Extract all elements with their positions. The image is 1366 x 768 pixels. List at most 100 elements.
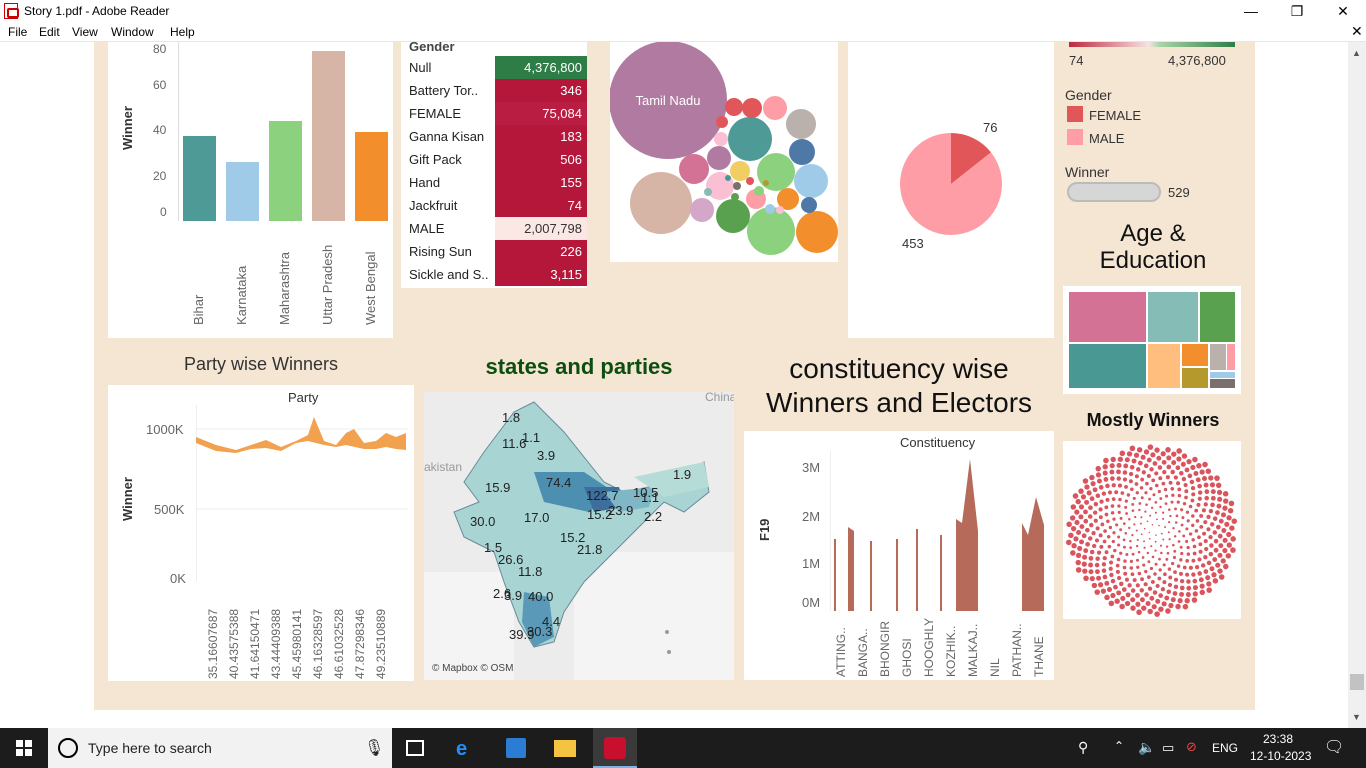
- winner-dot: [1117, 543, 1121, 547]
- document-viewport[interactable]: Winner 80 60 40 20 0 Bihar Karnataka Mahar…: [0, 42, 1348, 728]
- gender-table-row[interactable]: MALE 2,007,798: [401, 217, 587, 240]
- close-document-icon[interactable]: ✕: [1351, 23, 1363, 39]
- winner-dot: [1162, 538, 1165, 541]
- adobe-reader-taskbar-button[interactable]: [593, 728, 637, 768]
- battery-icon[interactable]: ▭: [1162, 740, 1175, 755]
- gender-table-row[interactable]: Sickle and S.. 3,115: [401, 263, 587, 286]
- winner-dot: [1085, 527, 1090, 533]
- winner-dot: [1184, 598, 1190, 604]
- menu-window[interactable]: Window: [111, 25, 154, 39]
- store-icon[interactable]: [506, 738, 526, 758]
- winner-dot: [1199, 469, 1205, 475]
- winner-dot: [1103, 477, 1109, 482]
- vertical-scrollbar[interactable]: ▲ ▼: [1348, 42, 1366, 728]
- winner-dot: [1144, 592, 1149, 597]
- gender-table-row[interactable]: Gift Pack 506: [401, 148, 587, 171]
- winner-dot: [1171, 451, 1177, 457]
- gender-legend-male[interactable]: MALE: [1089, 131, 1125, 146]
- network-icon[interactable]: ⊘: [1186, 739, 1197, 754]
- people-icon[interactable]: ⚲: [1078, 739, 1089, 755]
- windows-start-icon[interactable]: [16, 740, 32, 756]
- party-xtick: 49.23510889: [374, 608, 388, 679]
- file-explorer-icon[interactable]: [554, 740, 576, 757]
- notification-icon[interactable]: 🗨: [1324, 739, 1345, 756]
- winner-dot: [1130, 572, 1135, 577]
- winner-dot: [1083, 518, 1089, 524]
- gender-table-row[interactable]: FEMALE 75,084: [401, 102, 587, 125]
- winner-dot: [1173, 570, 1177, 574]
- close-window-button[interactable]: ✕: [1337, 3, 1349, 19]
- scroll-thumb[interactable]: [1350, 674, 1364, 690]
- state-bar[interactable]: [183, 136, 216, 221]
- winner-dot: [1173, 549, 1177, 553]
- winner-dot: [1198, 577, 1204, 583]
- gender-table-row[interactable]: Battery Tor.. 346: [401, 79, 587, 102]
- winner-dot: [1154, 540, 1157, 543]
- winner-dot: [1137, 571, 1142, 576]
- winner-dot: [1177, 598, 1183, 604]
- state-bar[interactable]: [312, 51, 345, 221]
- winner-dot: [1191, 523, 1195, 528]
- winner-dot: [1138, 508, 1141, 512]
- india-map[interactable]: China akistan 1.8 11.6 1.1 3.9 15.9 74.4 122.7…: [424, 392, 734, 680]
- menu-help[interactable]: Help: [170, 25, 195, 39]
- winner-dot: [1136, 558, 1139, 562]
- minimize-button[interactable]: —: [1244, 3, 1258, 19]
- winner-dot: [1151, 604, 1157, 610]
- pie-slice[interactable]: [951, 133, 992, 184]
- winner-dot: [1220, 512, 1227, 518]
- constituency-xlabels: ATTING.. BANGA.. BHONGIR GHOSI HOOGHLY KOZHIK…: [834, 617, 1054, 679]
- winner-dot: [1098, 582, 1104, 588]
- restore-button[interactable]: ❐: [1290, 3, 1304, 19]
- microphone-icon[interactable]: 🎙: [364, 740, 385, 757]
- edge-browser-icon[interactable]: e: [456, 738, 468, 760]
- scroll-down-icon[interactable]: ▼: [1352, 712, 1361, 722]
- winner-dot: [1215, 510, 1220, 515]
- menu-file[interactable]: File: [8, 25, 28, 39]
- winner-dot: [1231, 518, 1238, 524]
- state-bar[interactable]: [355, 131, 388, 221]
- tray-expand-icon[interactable]: ⌃: [1114, 739, 1125, 753]
- winner-dot: [1093, 510, 1098, 515]
- scroll-up-icon[interactable]: ▲: [1352, 48, 1361, 58]
- winner-dot: [1122, 565, 1127, 570]
- winner-dot: [1215, 524, 1221, 530]
- state-bar[interactable]: [269, 121, 302, 221]
- winner-dot: [1154, 562, 1158, 566]
- map-value-label: 17.0: [524, 510, 550, 525]
- gender-table-row[interactable]: Jackfruit 74: [401, 194, 587, 217]
- winner-dot: [1164, 595, 1170, 601]
- gender-table-row[interactable]: Ganna Kisan 183: [401, 125, 587, 148]
- winner-dot: [1213, 538, 1219, 544]
- menu-edit[interactable]: Edit: [39, 25, 60, 39]
- bubble: [757, 153, 795, 191]
- task-view-icon[interactable]: [406, 740, 424, 756]
- winner-dot: [1199, 524, 1204, 529]
- winner-dot: [1229, 525, 1235, 531]
- winner-dot: [1147, 586, 1153, 591]
- gender-table-row[interactable]: Rising Sun 226: [401, 240, 587, 263]
- winner-dot: [1162, 517, 1165, 520]
- winner-dot: [1130, 487, 1134, 492]
- map-value-label: 10.5: [633, 485, 659, 500]
- winner-dot: [1158, 568, 1162, 572]
- speaker-icon[interactable]: 🔈: [1138, 739, 1156, 755]
- bubble: [728, 117, 772, 161]
- clock-time[interactable]: 23:38: [1263, 732, 1294, 746]
- language-indicator[interactable]: ENG: [1212, 741, 1239, 755]
- menu-view[interactable]: View: [72, 25, 98, 39]
- gender-legend-female[interactable]: FEMALE: [1089, 108, 1142, 123]
- pie-slice[interactable]: [900, 133, 1002, 235]
- winner-dot: [1122, 470, 1128, 475]
- clock-date[interactable]: 12-10-2023: [1250, 749, 1312, 763]
- winner-dot: [1212, 578, 1219, 584]
- winner-dot: [1159, 505, 1162, 509]
- winner-dot: [1160, 451, 1166, 457]
- state-bar[interactable]: [226, 161, 259, 221]
- gender-table-row[interactable]: Hand 155: [401, 171, 587, 194]
- taskbar-search[interactable]: Type here to search 🎙: [48, 728, 392, 768]
- bubble: [777, 188, 799, 210]
- map-label-china: China: [705, 392, 734, 404]
- winner-dot: [1140, 577, 1144, 582]
- gender-table-row[interactable]: Null 4,376,800: [401, 56, 587, 79]
